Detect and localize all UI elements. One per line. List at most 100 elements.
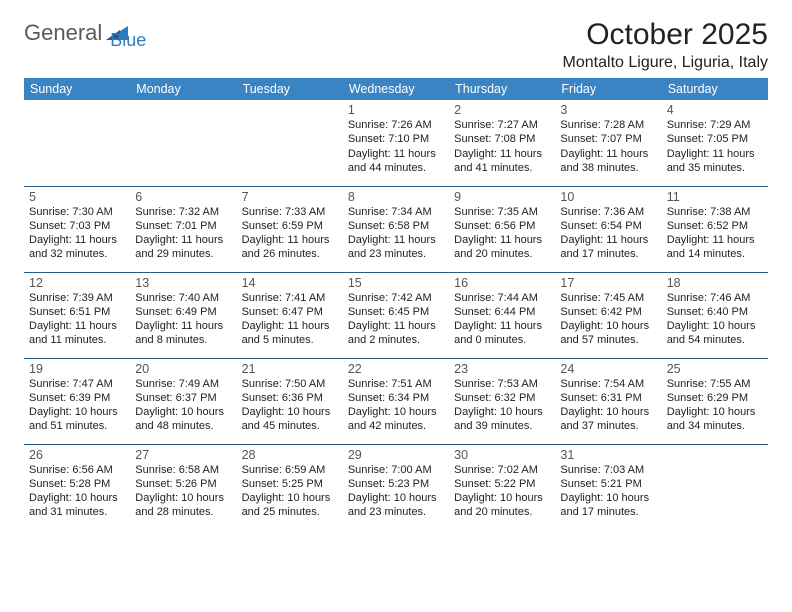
day-info: Sunrise: 7:38 AMSunset: 6:52 PMDaylight:… xyxy=(667,205,763,262)
day-number: 5 xyxy=(29,190,125,204)
calendar-day-cell: 17Sunrise: 7:45 AMSunset: 6:42 PMDayligh… xyxy=(555,272,661,358)
day-info: Sunrise: 7:30 AMSunset: 7:03 PMDaylight:… xyxy=(29,205,125,262)
calendar-day-cell: 2Sunrise: 7:27 AMSunset: 7:08 PMDaylight… xyxy=(449,100,555,186)
logo-text-left: General xyxy=(24,22,102,44)
sunset-line: Sunset: 6:32 PM xyxy=(454,391,550,405)
sunrise-line: Sunrise: 7:27 AM xyxy=(454,118,550,132)
daylight-line: Daylight: 10 hours and 17 minutes. xyxy=(560,491,656,520)
weekday-header-row: Sunday Monday Tuesday Wednesday Thursday… xyxy=(24,78,768,100)
sunrise-line: Sunrise: 6:59 AM xyxy=(242,463,338,477)
sunrise-line: Sunrise: 7:54 AM xyxy=(560,377,656,391)
day-number: 10 xyxy=(560,190,656,204)
calendar-day-cell: 29Sunrise: 7:00 AMSunset: 5:23 PMDayligh… xyxy=(343,444,449,530)
calendar-day-cell: 13Sunrise: 7:40 AMSunset: 6:49 PMDayligh… xyxy=(130,272,236,358)
day-info: Sunrise: 7:51 AMSunset: 6:34 PMDaylight:… xyxy=(348,377,444,434)
daylight-line: Daylight: 10 hours and 42 minutes. xyxy=(348,405,444,434)
calendar-day-cell: 22Sunrise: 7:51 AMSunset: 6:34 PMDayligh… xyxy=(343,358,449,444)
daylight-line: Daylight: 11 hours and 20 minutes. xyxy=(454,233,550,262)
calendar-day-cell xyxy=(237,100,343,186)
calendar-day-cell: 21Sunrise: 7:50 AMSunset: 6:36 PMDayligh… xyxy=(237,358,343,444)
sunrise-line: Sunrise: 7:38 AM xyxy=(667,205,763,219)
day-info: Sunrise: 7:45 AMSunset: 6:42 PMDaylight:… xyxy=(560,291,656,348)
calendar-day-cell: 15Sunrise: 7:42 AMSunset: 6:45 PMDayligh… xyxy=(343,272,449,358)
sunset-line: Sunset: 6:45 PM xyxy=(348,305,444,319)
day-info: Sunrise: 7:36 AMSunset: 6:54 PMDaylight:… xyxy=(560,205,656,262)
calendar-day-cell: 26Sunrise: 6:56 AMSunset: 5:28 PMDayligh… xyxy=(24,444,130,530)
calendar-day-cell: 18Sunrise: 7:46 AMSunset: 6:40 PMDayligh… xyxy=(662,272,768,358)
day-info: Sunrise: 7:47 AMSunset: 6:39 PMDaylight:… xyxy=(29,377,125,434)
daylight-line: Daylight: 10 hours and 45 minutes. xyxy=(242,405,338,434)
daylight-line: Daylight: 11 hours and 17 minutes. xyxy=(560,233,656,262)
sunrise-line: Sunrise: 6:58 AM xyxy=(135,463,231,477)
sunrise-line: Sunrise: 7:39 AM xyxy=(29,291,125,305)
day-info: Sunrise: 6:58 AMSunset: 5:26 PMDaylight:… xyxy=(135,463,231,520)
calendar-day-cell: 20Sunrise: 7:49 AMSunset: 6:37 PMDayligh… xyxy=(130,358,236,444)
sunset-line: Sunset: 6:40 PM xyxy=(667,305,763,319)
day-number: 19 xyxy=(29,362,125,376)
day-info: Sunrise: 7:55 AMSunset: 6:29 PMDaylight:… xyxy=(667,377,763,434)
calendar-page: General Blue October 2025 Montalto Ligur… xyxy=(0,0,792,548)
header: General Blue October 2025 Montalto Ligur… xyxy=(24,18,768,72)
sunrise-line: Sunrise: 7:26 AM xyxy=(348,118,444,132)
sunset-line: Sunset: 6:44 PM xyxy=(454,305,550,319)
day-number: 22 xyxy=(348,362,444,376)
daylight-line: Daylight: 10 hours and 57 minutes. xyxy=(560,319,656,348)
daylight-line: Daylight: 11 hours and 38 minutes. xyxy=(560,147,656,176)
daylight-line: Daylight: 11 hours and 8 minutes. xyxy=(135,319,231,348)
day-info: Sunrise: 7:49 AMSunset: 6:37 PMDaylight:… xyxy=(135,377,231,434)
sunset-line: Sunset: 5:25 PM xyxy=(242,477,338,491)
calendar-week-row: 19Sunrise: 7:47 AMSunset: 6:39 PMDayligh… xyxy=(24,358,768,444)
day-info: Sunrise: 7:53 AMSunset: 6:32 PMDaylight:… xyxy=(454,377,550,434)
weekday-header: Tuesday xyxy=(237,78,343,100)
sunset-line: Sunset: 7:05 PM xyxy=(667,132,763,146)
day-number: 13 xyxy=(135,276,231,290)
weekday-header: Wednesday xyxy=(343,78,449,100)
calendar-day-cell: 9Sunrise: 7:35 AMSunset: 6:56 PMDaylight… xyxy=(449,186,555,272)
calendar-day-cell: 16Sunrise: 7:44 AMSunset: 6:44 PMDayligh… xyxy=(449,272,555,358)
day-number: 23 xyxy=(454,362,550,376)
sunset-line: Sunset: 6:47 PM xyxy=(242,305,338,319)
calendar-day-cell xyxy=(130,100,236,186)
calendar-day-cell: 5Sunrise: 7:30 AMSunset: 7:03 PMDaylight… xyxy=(24,186,130,272)
sunrise-line: Sunrise: 7:00 AM xyxy=(348,463,444,477)
daylight-line: Daylight: 11 hours and 35 minutes. xyxy=(667,147,763,176)
daylight-line: Daylight: 10 hours and 28 minutes. xyxy=(135,491,231,520)
day-number: 6 xyxy=(135,190,231,204)
day-number: 20 xyxy=(135,362,231,376)
sunset-line: Sunset: 5:26 PM xyxy=(135,477,231,491)
day-info: Sunrise: 7:28 AMSunset: 7:07 PMDaylight:… xyxy=(560,118,656,175)
sunrise-line: Sunrise: 7:36 AM xyxy=(560,205,656,219)
calendar-day-cell: 11Sunrise: 7:38 AMSunset: 6:52 PMDayligh… xyxy=(662,186,768,272)
day-info: Sunrise: 7:44 AMSunset: 6:44 PMDaylight:… xyxy=(454,291,550,348)
daylight-line: Daylight: 11 hours and 26 minutes. xyxy=(242,233,338,262)
sunrise-line: Sunrise: 7:42 AM xyxy=(348,291,444,305)
day-info: Sunrise: 7:32 AMSunset: 7:01 PMDaylight:… xyxy=(135,205,231,262)
sunrise-line: Sunrise: 7:40 AM xyxy=(135,291,231,305)
day-number: 16 xyxy=(454,276,550,290)
calendar-week-row: 26Sunrise: 6:56 AMSunset: 5:28 PMDayligh… xyxy=(24,444,768,530)
calendar-table: Sunday Monday Tuesday Wednesday Thursday… xyxy=(24,78,768,530)
sunset-line: Sunset: 6:49 PM xyxy=(135,305,231,319)
sunset-line: Sunset: 6:36 PM xyxy=(242,391,338,405)
sunrise-line: Sunrise: 7:32 AM xyxy=(135,205,231,219)
day-number: 9 xyxy=(454,190,550,204)
calendar-day-cell: 6Sunrise: 7:32 AMSunset: 7:01 PMDaylight… xyxy=(130,186,236,272)
sunset-line: Sunset: 6:42 PM xyxy=(560,305,656,319)
day-info: Sunrise: 7:41 AMSunset: 6:47 PMDaylight:… xyxy=(242,291,338,348)
sunrise-line: Sunrise: 7:41 AM xyxy=(242,291,338,305)
sunrise-line: Sunrise: 7:35 AM xyxy=(454,205,550,219)
calendar-day-cell: 3Sunrise: 7:28 AMSunset: 7:07 PMDaylight… xyxy=(555,100,661,186)
day-number: 18 xyxy=(667,276,763,290)
sunset-line: Sunset: 6:56 PM xyxy=(454,219,550,233)
daylight-line: Daylight: 11 hours and 41 minutes. xyxy=(454,147,550,176)
daylight-line: Daylight: 10 hours and 37 minutes. xyxy=(560,405,656,434)
day-number: 24 xyxy=(560,362,656,376)
logo-text-right: Blue xyxy=(110,30,146,50)
day-info: Sunrise: 7:03 AMSunset: 5:21 PMDaylight:… xyxy=(560,463,656,520)
sunset-line: Sunset: 7:08 PM xyxy=(454,132,550,146)
calendar-week-row: 1Sunrise: 7:26 AMSunset: 7:10 PMDaylight… xyxy=(24,100,768,186)
day-number: 12 xyxy=(29,276,125,290)
daylight-line: Daylight: 11 hours and 5 minutes. xyxy=(242,319,338,348)
day-number: 25 xyxy=(667,362,763,376)
daylight-line: Daylight: 11 hours and 29 minutes. xyxy=(135,233,231,262)
